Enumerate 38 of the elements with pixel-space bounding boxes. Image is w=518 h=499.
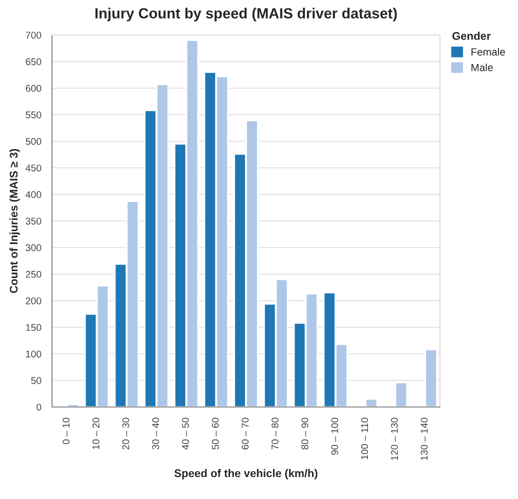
x-tick-label: 40 – 50 <box>182 418 189 450</box>
x-tick-label: 90 – 100 <box>331 418 338 455</box>
y-tick-label: 450 <box>26 164 42 172</box>
bar <box>66 404 80 407</box>
x-tick-label: 20 – 30 <box>122 418 130 450</box>
y-tick-label: 350 <box>26 218 42 225</box>
y-tick-label: 650 <box>26 58 42 66</box>
y-tick-label: 200 <box>26 297 42 304</box>
y-tick-label: 500 <box>26 138 42 145</box>
y-tick-label: 150 <box>26 324 42 331</box>
y-tick-label: 550 <box>26 111 42 118</box>
bar <box>364 398 378 407</box>
y-tick-label: 0 <box>36 404 42 411</box>
y-tick-label: 700 <box>26 32 42 39</box>
y-tick-label: 100 <box>26 350 42 358</box>
x-tick-label: 10 – 20 <box>92 418 100 450</box>
x-tick-label: 80 – 90 <box>301 418 308 450</box>
y-tick-label: 250 <box>26 270 42 278</box>
legend-label: Male <box>472 64 493 72</box>
y-tick-label: 400 <box>26 191 42 198</box>
y-tick-label: 600 <box>26 84 42 92</box>
y-tick-label: 50 <box>31 377 42 384</box>
y-axis-title: Count of Injuries (MAIS ≥ 3) <box>9 149 20 294</box>
x-axis-title: Speed of the vehicle (km/h) <box>174 468 318 480</box>
legend-title: Gender <box>452 32 491 40</box>
bar <box>394 382 408 407</box>
legend-label: Female <box>472 48 505 56</box>
x-tick-label: 100 – 110 <box>361 418 368 460</box>
x-tick-label: 30 – 40 <box>152 418 160 450</box>
chart-title: Injury Count by speed (MAIS driver dataset) <box>95 8 397 22</box>
x-tick-label: 60 – 70 <box>242 418 249 450</box>
x-tick-label: 120 – 130 <box>390 418 398 460</box>
x-tick-label: 130 – 140 <box>420 418 428 460</box>
x-tick-label: 0 – 10 <box>62 418 70 444</box>
x-tick-label: 70 – 80 <box>272 418 278 450</box>
y-tick-label: 300 <box>26 244 42 252</box>
x-tick-label: 50 – 60 <box>212 418 219 450</box>
bar <box>424 348 438 407</box>
